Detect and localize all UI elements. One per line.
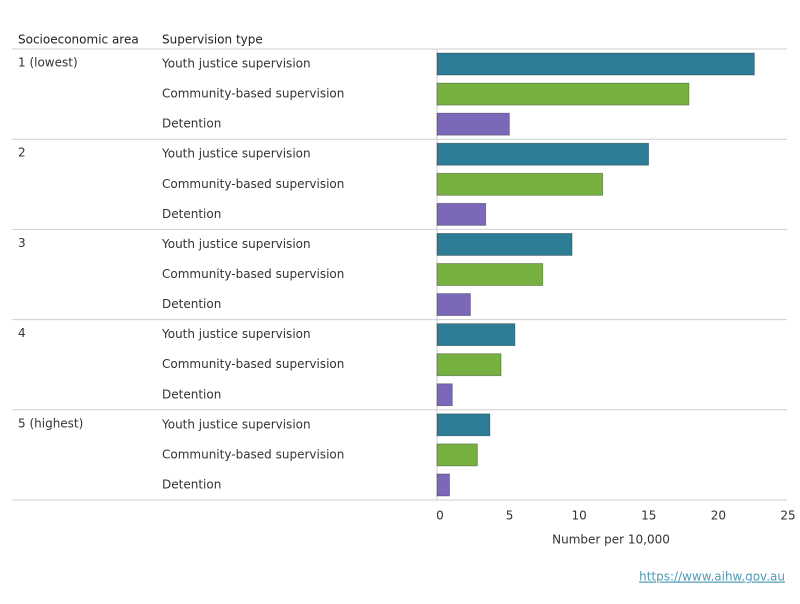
category-label: 5 (highest) — [18, 416, 83, 430]
category-label: 4 — [18, 326, 26, 340]
x-tick-label: 5 — [506, 509, 514, 523]
source-link[interactable]: https://www.aihw.gov.au — [639, 570, 785, 584]
bar — [436, 263, 544, 286]
x-axis-label: Number per 10,000 — [552, 533, 670, 547]
series-label: Detention — [162, 297, 221, 311]
series-label: Youth justice supervision — [161, 57, 311, 71]
series-label: Community-based supervision — [162, 177, 344, 191]
x-tick-label: 15 — [641, 509, 656, 523]
bar — [436, 82, 690, 106]
series-label: Youth justice supervision — [161, 327, 311, 341]
series-label: Detention — [162, 387, 221, 401]
series-label: Youth justice supervision — [161, 417, 311, 431]
series-label: Community-based supervision — [162, 267, 344, 281]
series-label: Community-based supervision — [162, 447, 344, 461]
series-label: Youth justice supervision — [161, 147, 311, 161]
series-label: Youth justice supervision — [161, 237, 311, 251]
x-tick-label: 0 — [436, 509, 444, 523]
bar — [436, 202, 487, 226]
bar — [436, 443, 478, 467]
category-label: 1 (lowest) — [18, 56, 78, 70]
series-header: Supervision type — [162, 33, 263, 47]
category-label: 3 — [18, 236, 26, 250]
bar — [436, 413, 491, 437]
x-tick-label: 10 — [572, 509, 587, 523]
bar — [436, 233, 573, 256]
series-label: Detention — [162, 477, 221, 491]
series-label: Detention — [162, 207, 221, 221]
x-tick-label: 20 — [711, 509, 726, 523]
bar — [436, 473, 450, 497]
category-header: Socioeconomic area — [18, 33, 139, 47]
bar — [436, 323, 516, 347]
bar — [436, 52, 755, 76]
bar — [436, 112, 510, 136]
bar — [436, 383, 453, 407]
bar — [436, 353, 502, 377]
source-text[interactable]: https://www.aihw.gov.au — [639, 570, 785, 584]
series-label: Community-based supervision — [162, 87, 344, 101]
bar — [436, 172, 604, 196]
series-label: Detention — [162, 117, 221, 131]
x-tick-label: 25 — [780, 509, 795, 523]
category-label: 2 — [18, 146, 26, 160]
series-label: Community-based supervision — [162, 357, 344, 371]
bar — [436, 142, 649, 166]
bar — [436, 293, 471, 316]
